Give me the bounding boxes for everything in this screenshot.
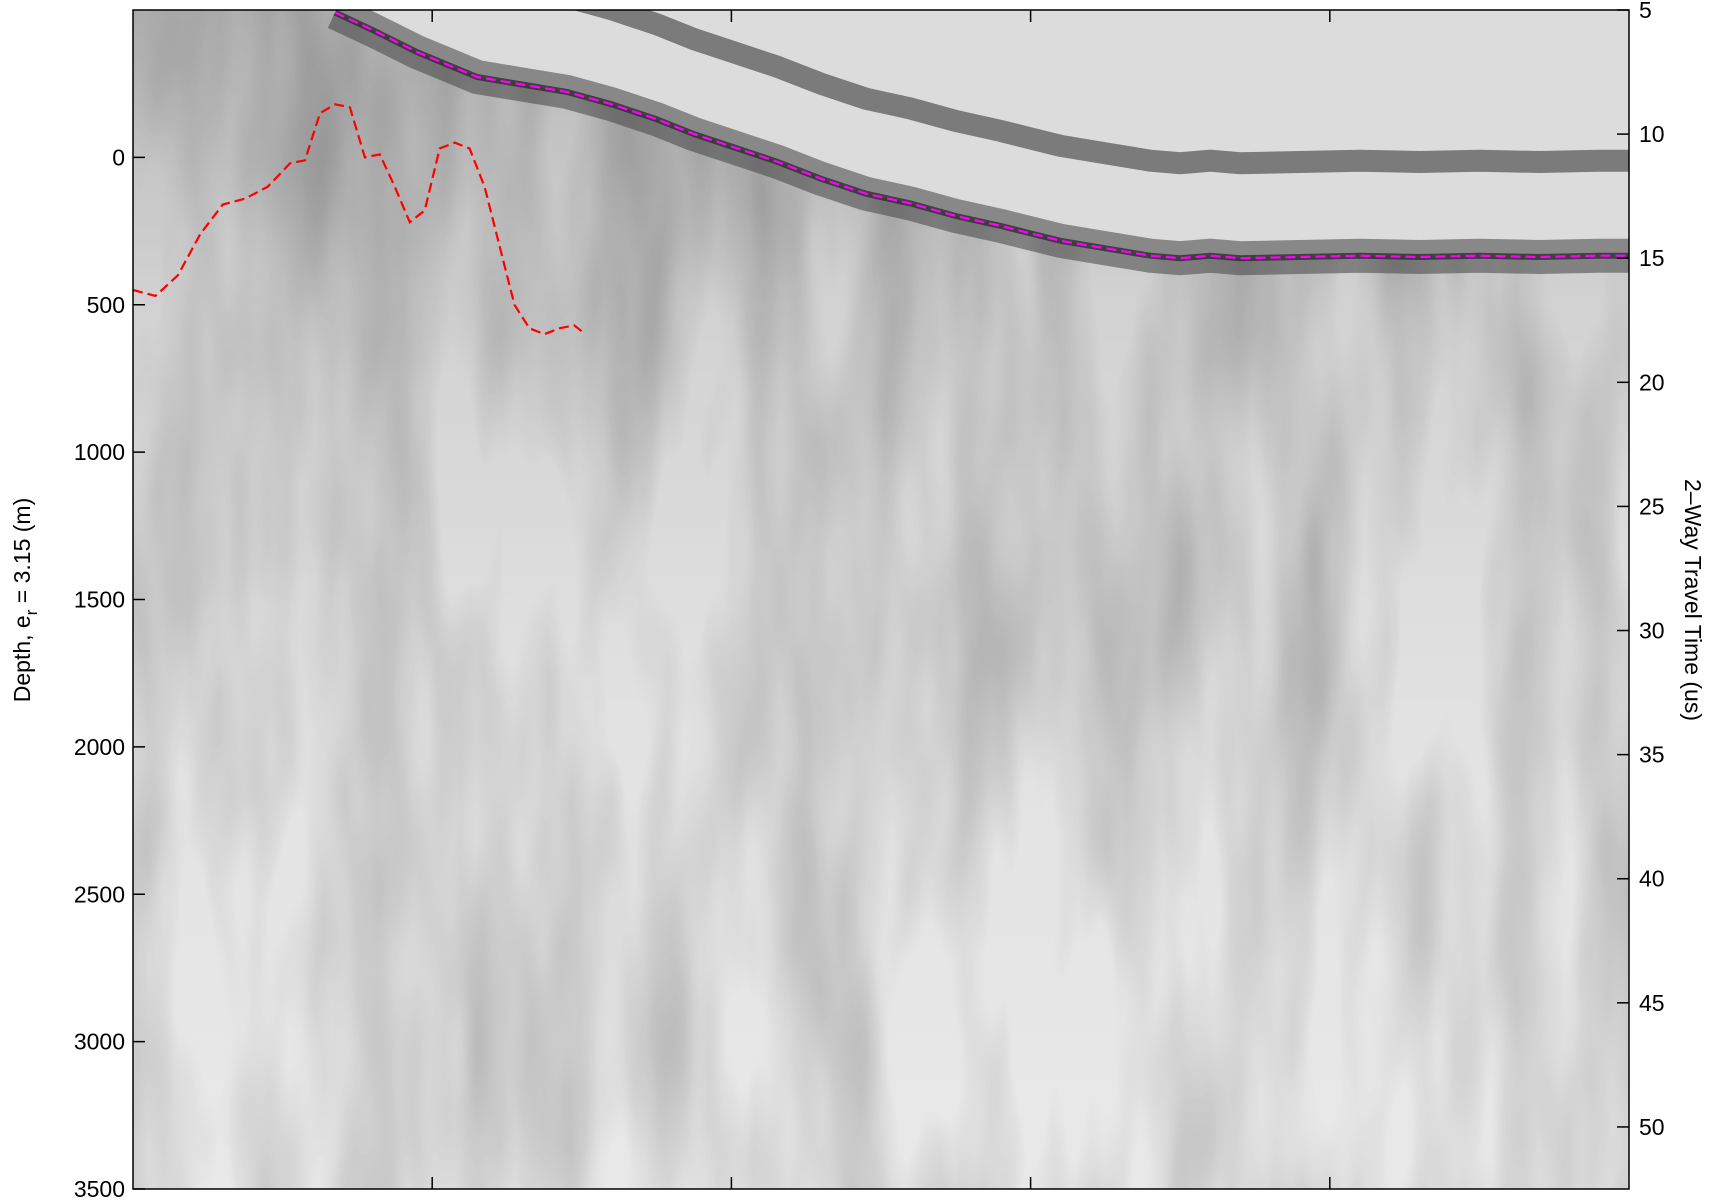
left-axis: 0 500 1000 1500 2000 2500 3000 3500 — [74, 144, 145, 1201]
right-tick-label: 30 — [1639, 618, 1665, 644]
right-tick-label: 20 — [1639, 369, 1665, 395]
plot-area — [133, 10, 1629, 1189]
right-tick-label: 35 — [1639, 742, 1665, 768]
horizon-trace-surface — [334, 11, 1629, 260]
left-tick-label: 1500 — [74, 587, 125, 613]
left-tick-label: 3500 — [74, 1176, 125, 1201]
bottom-axis — [431, 10, 1331, 1189]
right-tick-label: 50 — [1639, 1114, 1665, 1140]
right-tick-label: 10 — [1639, 121, 1665, 147]
right-axis-title: 2–Way Travel Time (us) — [1680, 479, 1706, 721]
top-echo-band — [572, 10, 1629, 175]
right-tick-label: 40 — [1639, 866, 1665, 892]
left-tick-label: 1000 — [74, 439, 125, 465]
left-tick-label: 3000 — [74, 1029, 125, 1055]
left-axis-title: Depth, er = 3.15 (m) — [9, 498, 41, 702]
right-tick-label: 15 — [1639, 245, 1665, 271]
left-tick-label: 2000 — [74, 734, 125, 760]
right-axis: 5 10 15 20 25 30 35 40 45 50 — [1617, 0, 1665, 1140]
right-tick-label: 5 — [1639, 0, 1652, 23]
left-tick-label: 500 — [87, 292, 125, 318]
left-tick-label: 2500 — [74, 881, 125, 907]
picked-horizons — [133, 11, 1629, 336]
right-tick-label: 25 — [1639, 493, 1665, 519]
right-tick-label: 45 — [1639, 990, 1665, 1016]
left-tick-label: 0 — [112, 144, 125, 170]
